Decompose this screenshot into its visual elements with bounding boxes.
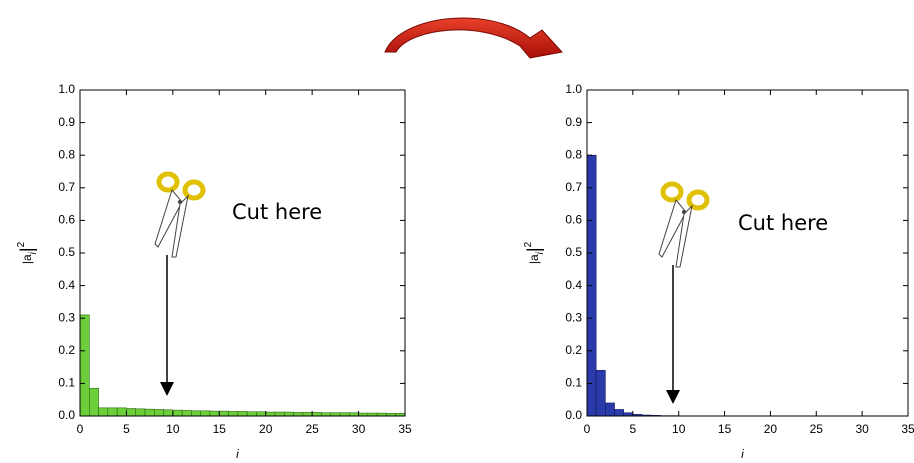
- y-tick-label: 0.8: [565, 147, 582, 161]
- cut-arrow-head: [666, 390, 680, 404]
- x-tick-label: 30: [352, 422, 366, 436]
- bar: [605, 402, 615, 417]
- y-axis-label-sup: 2: [16, 241, 27, 247]
- bar: [191, 410, 202, 417]
- x-tick-label: 0: [77, 422, 84, 436]
- y-tick-label: 0.4: [565, 278, 582, 292]
- bar: [135, 408, 146, 417]
- x-tick-label: 10: [166, 422, 180, 436]
- bar: [595, 370, 606, 417]
- y-tick-label: 0.0: [58, 408, 75, 422]
- bar: [126, 408, 137, 417]
- x-tick-label: 15: [213, 422, 227, 436]
- bar: [293, 412, 304, 417]
- y-axis-label-sup: 2: [523, 241, 534, 247]
- y-tick-label: 0.9: [58, 115, 75, 129]
- bar: [107, 407, 118, 417]
- bar: [88, 387, 99, 417]
- x-tick-label: 5: [630, 422, 637, 436]
- y-axis-label-sub: i: [535, 251, 546, 254]
- bar: [614, 409, 624, 417]
- y-tick-label: 0.3: [58, 310, 75, 324]
- y-tick-label: 0.6: [565, 213, 582, 227]
- bar: [228, 411, 239, 417]
- y-tick-label: 0.1: [58, 376, 75, 390]
- transition-arrow: [384, 17, 563, 59]
- bar: [200, 410, 211, 417]
- x-tick-label: 20: [259, 422, 273, 436]
- bar: [209, 410, 220, 417]
- y-axis-label-base: |a: [20, 254, 34, 264]
- y-tick-label: 0.3: [565, 310, 582, 324]
- bar: [116, 407, 127, 417]
- y-axis-label-base: |a: [527, 254, 541, 264]
- annotation: Cut here: [232, 200, 322, 224]
- bar: [79, 314, 90, 417]
- y-axis-label-end: |: [524, 247, 544, 252]
- bar: [172, 409, 183, 417]
- bar: [153, 409, 164, 417]
- cut-arrow-head: [160, 382, 174, 396]
- x-axis-label: i: [236, 447, 239, 461]
- x-tick-label: 15: [718, 422, 732, 436]
- bar: [302, 412, 313, 417]
- bar: [181, 410, 192, 417]
- bar: [98, 407, 109, 417]
- bar: [283, 411, 294, 417]
- x-axis-label: i: [741, 447, 744, 461]
- y-tick-label: 0.5: [565, 245, 582, 259]
- plot-frame: [79, 89, 406, 417]
- y-tick-label: 1.0: [58, 82, 75, 96]
- annotation: Cut here: [738, 211, 828, 235]
- y-tick-label: 1.0: [565, 82, 582, 96]
- bar: [265, 411, 276, 417]
- y-axis-label-sub: i: [28, 251, 39, 254]
- bar: [218, 410, 229, 417]
- chart-left: Cut here 0.0 0.1 0.2 0.3 0.4 0.5 0.6 0.7 0.8 0.9 1…: [16, 82, 412, 461]
- bar: [311, 412, 322, 417]
- y-tick-label: 0.4: [58, 278, 75, 292]
- x-tick-label: 20: [764, 422, 778, 436]
- y-tick-label: 0.8: [58, 147, 75, 161]
- x-tick-label: 35: [398, 422, 412, 436]
- scissors-icon: [155, 174, 203, 257]
- y-tick-label: 0.5: [58, 245, 75, 259]
- x-tick-label: 30: [855, 422, 869, 436]
- x-tick-label: 0: [584, 422, 591, 436]
- bar: [163, 409, 174, 417]
- bar: [246, 411, 257, 417]
- x-tick-label: 5: [123, 422, 130, 436]
- y-axis-label: |ai|2: [16, 241, 39, 264]
- x-tick-label: 35: [901, 422, 914, 436]
- x-tick-label: 25: [810, 422, 824, 436]
- y-tick-label: 0.2: [58, 343, 75, 357]
- y-tick-label: 0.6: [58, 213, 75, 227]
- y-tick-label: 0.9: [565, 115, 582, 129]
- y-tick-label: 0.7: [58, 180, 75, 194]
- x-tick-label: 25: [305, 422, 319, 436]
- x-tick-label: 10: [672, 422, 686, 436]
- chart-right: Cut here 0.0 0.1 0.2 0.3 0.4 0.5 0.6 0.7 0.8 0.9 1…: [523, 82, 914, 461]
- bar: [237, 411, 248, 417]
- bar: [256, 411, 267, 417]
- plot-frame: [586, 89, 909, 417]
- y-tick-label: 0.7: [565, 180, 582, 194]
- scissors-icon: [659, 184, 707, 267]
- y-axis-label-end: |: [17, 247, 37, 252]
- bar: [274, 411, 285, 417]
- y-tick-label: 0.2: [565, 343, 582, 357]
- bar: [144, 408, 155, 417]
- y-tick-label: 0.0: [565, 408, 582, 422]
- y-axis-label: |ai|2: [523, 241, 546, 264]
- y-tick-label: 0.1: [565, 376, 582, 390]
